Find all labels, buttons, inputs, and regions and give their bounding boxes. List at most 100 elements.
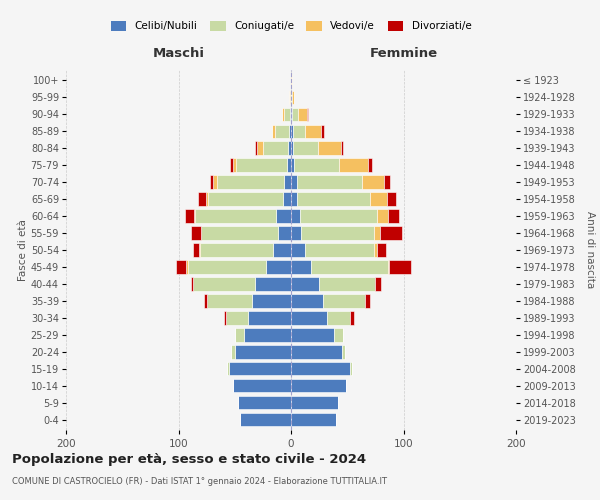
Bar	[289, 90, 290, 104]
Bar	[272, 124, 275, 138]
Bar	[296, 192, 370, 205]
Bar	[287, 158, 291, 172]
Bar	[301, 226, 374, 239]
Bar	[370, 192, 386, 205]
Bar	[241, 413, 291, 426]
Bar	[208, 192, 283, 205]
Y-axis label: Anni di nascita: Anni di nascita	[585, 212, 595, 288]
Bar	[287, 142, 291, 154]
Bar	[322, 124, 323, 138]
Bar	[289, 124, 291, 138]
Bar	[388, 260, 389, 274]
Bar	[292, 90, 295, 104]
Bar	[318, 142, 341, 154]
Bar	[187, 260, 266, 274]
Bar	[295, 158, 340, 172]
Bar	[205, 192, 208, 205]
Bar	[291, 312, 327, 324]
Bar	[238, 396, 291, 409]
Bar	[341, 142, 343, 154]
Bar	[255, 142, 257, 154]
Bar	[291, 396, 338, 409]
Bar	[385, 176, 390, 188]
Bar	[291, 413, 336, 426]
Bar	[201, 226, 277, 239]
Bar	[341, 346, 345, 358]
Bar	[291, 142, 293, 154]
Bar	[235, 328, 244, 342]
Bar	[291, 192, 296, 205]
Bar	[284, 108, 290, 121]
Text: Maschi: Maschi	[152, 47, 205, 60]
Bar	[291, 226, 301, 239]
Bar	[367, 158, 372, 172]
Bar	[298, 108, 307, 121]
Bar	[277, 226, 291, 239]
Bar	[291, 346, 341, 358]
Bar	[365, 294, 370, 308]
Bar	[196, 210, 277, 222]
Bar	[290, 108, 291, 121]
Bar	[233, 158, 236, 172]
Bar	[291, 294, 323, 308]
Bar	[291, 158, 295, 172]
Bar	[327, 312, 349, 324]
Text: COMUNE DI CASTROCIELO (FR) - Dati ISTAT 1° gennaio 2024 - Elaborazione TUTTITALI: COMUNE DI CASTROCIELO (FR) - Dati ISTAT …	[12, 478, 387, 486]
Bar	[193, 244, 199, 256]
Bar	[263, 142, 287, 154]
Bar	[389, 260, 412, 274]
Bar	[233, 379, 291, 392]
Bar	[291, 74, 292, 87]
Bar	[305, 124, 322, 138]
Bar	[206, 294, 251, 308]
Bar	[275, 124, 289, 138]
Bar	[323, 294, 365, 308]
Bar	[291, 210, 300, 222]
Bar	[291, 124, 293, 138]
Bar	[185, 210, 194, 222]
Bar	[199, 244, 200, 256]
Bar	[292, 108, 298, 121]
Bar	[291, 362, 349, 376]
Bar	[374, 226, 380, 239]
Bar	[210, 176, 214, 188]
Bar	[248, 312, 291, 324]
Bar	[388, 210, 399, 222]
Bar	[349, 312, 354, 324]
Bar	[226, 312, 248, 324]
Bar	[291, 90, 292, 104]
Bar	[349, 362, 352, 376]
Text: Femmine: Femmine	[370, 47, 437, 60]
Bar	[230, 158, 233, 172]
Bar	[291, 244, 305, 256]
Bar	[376, 278, 381, 290]
Bar	[191, 278, 193, 290]
Bar	[244, 328, 291, 342]
Bar	[277, 210, 291, 222]
Bar	[291, 260, 311, 274]
Bar	[319, 278, 376, 290]
Bar	[236, 158, 287, 172]
Bar	[197, 192, 205, 205]
Bar	[227, 362, 229, 376]
Bar	[311, 260, 388, 274]
Bar	[283, 192, 291, 205]
Bar	[214, 176, 217, 188]
Bar	[193, 278, 255, 290]
Bar	[290, 90, 291, 104]
Bar	[291, 379, 346, 392]
Bar	[176, 260, 187, 274]
Bar	[362, 176, 385, 188]
Bar	[229, 362, 291, 376]
Bar	[251, 294, 291, 308]
Bar	[305, 244, 374, 256]
Bar	[223, 312, 226, 324]
Bar	[307, 108, 308, 121]
Text: Popolazione per età, sesso e stato civile - 2024: Popolazione per età, sesso e stato civil…	[12, 452, 366, 466]
Y-axis label: Fasce di età: Fasce di età	[18, 219, 28, 281]
Bar	[291, 108, 292, 121]
Bar	[377, 244, 386, 256]
Bar	[266, 260, 291, 274]
Bar	[284, 176, 291, 188]
Bar	[291, 176, 296, 188]
